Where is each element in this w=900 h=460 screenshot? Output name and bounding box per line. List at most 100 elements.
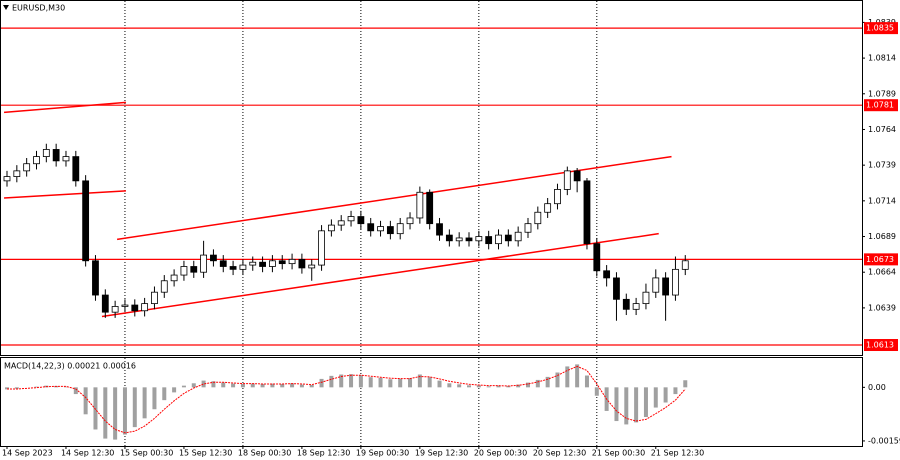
candle-body — [33, 156, 40, 165]
y-tick-label: 1.0739 — [868, 161, 896, 170]
macd-bar — [683, 380, 688, 388]
candle-body — [180, 266, 188, 276]
candle-body — [455, 237, 463, 242]
candle-body — [681, 260, 689, 270]
trendline — [116, 155, 672, 241]
macd-bar — [211, 381, 216, 388]
candle-body — [160, 280, 168, 293]
macd-bar — [663, 387, 668, 403]
candle-body — [534, 211, 542, 225]
macd-bar — [349, 374, 354, 388]
candle-body — [603, 270, 611, 279]
macd-bar — [113, 387, 118, 440]
macd-bar — [673, 387, 678, 395]
macd-bar — [427, 377, 432, 388]
macd-bar — [417, 374, 422, 388]
trendline — [101, 232, 659, 318]
macd-bar — [555, 372, 560, 388]
macd-bar — [280, 383, 285, 388]
candle-body — [219, 260, 227, 267]
candle-body — [327, 224, 335, 232]
candle-body — [298, 258, 306, 269]
level-tag — [864, 339, 898, 352]
chart-title: EURUSD,M30 — [12, 4, 65, 13]
macd-bar — [142, 387, 147, 419]
macd-bar — [231, 383, 236, 388]
y-tick-label: 1.0814 — [868, 54, 896, 63]
macd-bar — [221, 382, 226, 388]
candle-body — [23, 163, 31, 172]
macd-bar — [339, 374, 344, 388]
macd-bar — [181, 385, 186, 388]
candle-body — [593, 243, 601, 272]
y-tick-label: 1.0714 — [868, 196, 896, 205]
candle-body — [416, 191, 424, 219]
candle-body — [583, 180, 591, 245]
level-label: 1.0613 — [866, 341, 894, 350]
macd-bar — [565, 366, 570, 388]
candle-body — [200, 254, 208, 273]
macd-signal — [7, 365, 686, 434]
macd-bar — [467, 385, 472, 388]
candle-body — [288, 258, 296, 265]
macd-label: MACD(14,22,3) 0.00021 0.00016 — [4, 362, 136, 371]
candle-body — [642, 291, 650, 305]
candle-body — [52, 149, 60, 162]
macd-bar — [299, 384, 304, 388]
macd-bar — [122, 387, 127, 435]
candle-body — [13, 170, 21, 177]
candle-body — [465, 237, 473, 242]
x-tick-label: 18 Sep 12:30 — [297, 449, 350, 458]
macd-bar — [634, 387, 639, 423]
trendline — [3, 101, 127, 114]
candle-body — [337, 220, 345, 226]
y-tick-label: 1.0639 — [868, 303, 896, 312]
candle-body — [170, 274, 178, 282]
macd-bar — [584, 375, 589, 388]
candle-body — [622, 298, 630, 310]
macd-bar — [476, 385, 481, 388]
macd-bar — [172, 387, 177, 393]
macd-bar — [260, 383, 265, 388]
macd-bar — [201, 380, 206, 388]
candle-body — [357, 216, 365, 225]
macd-y-tick-label: 0.00 — [868, 383, 886, 392]
candle-body — [111, 306, 119, 313]
x-tick-label: 18 Sep 00:30 — [238, 449, 291, 458]
macd-bar — [83, 387, 88, 415]
candle-body — [386, 226, 394, 235]
x-tick-label: 14 Sep 2023 — [2, 449, 53, 458]
candle-body — [62, 156, 70, 162]
menu-icon — [3, 5, 9, 10]
macd-bar — [575, 364, 580, 388]
candle-body — [554, 189, 561, 205]
x-tick-label: 20 Sep 00:30 — [474, 449, 527, 458]
candle-body — [210, 254, 217, 262]
x-tick-label: 19 Sep 12:30 — [415, 449, 468, 458]
macd-bar — [132, 387, 137, 428]
level-tag — [864, 22, 898, 35]
candle-body — [3, 176, 11, 182]
candle-body — [652, 277, 660, 293]
macd-bar — [447, 383, 452, 388]
macd-bar — [63, 386, 68, 388]
macd-bar — [270, 383, 275, 388]
candle-body — [190, 266, 198, 273]
macd-bar — [152, 387, 157, 410]
candle-body — [445, 234, 453, 242]
candle-body — [278, 260, 286, 265]
trendline — [4, 190, 126, 199]
macd-bar — [388, 379, 393, 388]
x-tick-label: 15 Sep 00:30 — [120, 449, 173, 458]
macd-bar — [34, 386, 39, 388]
price-pane — [0, 0, 863, 356]
macd-bar — [240, 383, 245, 388]
candle-body — [131, 304, 139, 312]
candle-body — [101, 294, 109, 313]
candle-body — [318, 230, 325, 266]
x-tick-label: 19 Sep 00:30 — [356, 449, 409, 458]
macd-bar — [14, 387, 19, 389]
macd-bar — [329, 375, 334, 388]
macd-bar — [437, 380, 442, 388]
macd-bar — [378, 377, 383, 388]
